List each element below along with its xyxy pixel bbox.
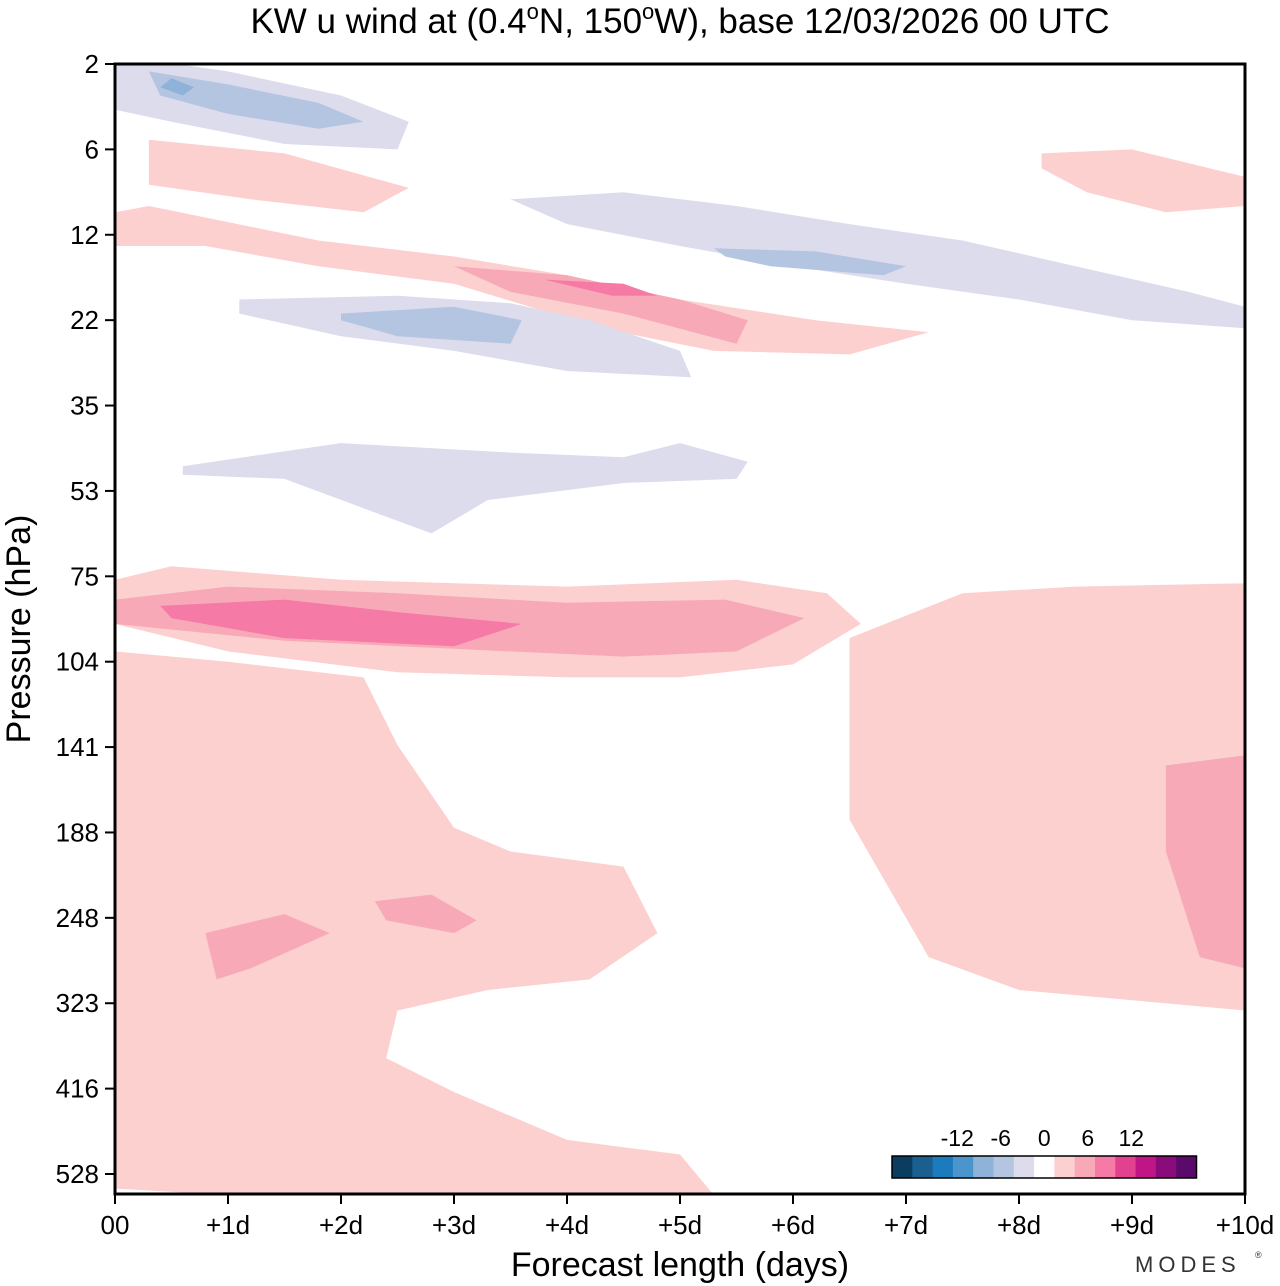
x-tick-label: +6d bbox=[771, 1210, 815, 1240]
x-tick-label: +7d bbox=[884, 1210, 928, 1240]
y-axis-label: Pressure (hPa) bbox=[0, 515, 38, 744]
y-tick-label: 188 bbox=[56, 817, 99, 847]
y-tick-label: 53 bbox=[70, 476, 99, 506]
contour-region-15 bbox=[160, 599, 522, 647]
y-tick-label: 248 bbox=[56, 903, 99, 933]
contour-region-17 bbox=[205, 914, 330, 980]
contour-region-20 bbox=[1165, 755, 1245, 969]
x-tick-label: +2d bbox=[319, 1210, 363, 1240]
y-tick-label: 528 bbox=[56, 1159, 99, 1189]
colorbar-tick-label: -6 bbox=[991, 1125, 1011, 1151]
contour-region-1 bbox=[148, 71, 364, 129]
contour-region-18 bbox=[374, 894, 477, 934]
y-tick-label: 2 bbox=[85, 49, 99, 79]
y-tick-label: 6 bbox=[85, 134, 99, 164]
y-tick-label: 75 bbox=[70, 561, 99, 591]
colorbar-tick-label: -12 bbox=[941, 1125, 974, 1151]
contour-region-6 bbox=[544, 279, 658, 296]
colorbar-cell bbox=[1176, 1156, 1197, 1178]
colorbar-cell bbox=[1095, 1156, 1116, 1178]
colorbar-cell bbox=[1054, 1156, 1076, 1178]
colorbar-cell bbox=[1034, 1156, 1055, 1178]
title-degree-2: o bbox=[642, 0, 654, 24]
colorbar: -12 -6 0 6 12 bbox=[891, 1125, 1198, 1179]
x-tick-label: +3d bbox=[432, 1210, 476, 1240]
y-tick-label: 323 bbox=[56, 988, 99, 1018]
colorbar-cell bbox=[1155, 1156, 1177, 1178]
contour-region-12 bbox=[182, 443, 748, 534]
contour-region-9 bbox=[510, 192, 1245, 329]
contour-region-10 bbox=[713, 248, 906, 276]
colorbar-cell bbox=[1135, 1156, 1157, 1178]
contour-region-2 bbox=[160, 78, 195, 96]
x-tick-label: 00 bbox=[101, 1210, 130, 1240]
svg-text:®: ® bbox=[1255, 1250, 1262, 1260]
contour-region-8 bbox=[341, 306, 522, 344]
x-tick-label: +10d bbox=[1216, 1210, 1275, 1240]
y-axis-ticks: 2 6 12 22 35 53 75 104 141 188 248 323 416 528 bbox=[56, 49, 115, 1189]
title-pre: KW u wind at (0.4 bbox=[250, 2, 526, 41]
contour-region-3 bbox=[148, 139, 409, 213]
chart-title: KW u wind at (0.4oN, 150oW), base 12/03/… bbox=[250, 0, 1109, 41]
contour-region-16 bbox=[115, 651, 713, 1194]
contour-regions bbox=[115, 64, 1245, 1194]
x-tick-label: +1d bbox=[206, 1210, 250, 1240]
title-mid: N, 150 bbox=[539, 2, 642, 41]
colorbar-tick-label: 0 bbox=[1038, 1125, 1051, 1151]
contour-region-5 bbox=[454, 266, 748, 344]
x-tick-label: +5d bbox=[658, 1210, 702, 1240]
x-axis-label: Forecast length (days) bbox=[511, 1246, 849, 1284]
y-tick-label: 104 bbox=[56, 647, 99, 677]
colorbar-cell bbox=[1013, 1156, 1035, 1178]
colorbar-cell bbox=[952, 1156, 974, 1178]
colorbar-cell bbox=[932, 1156, 954, 1178]
colorbar-cell bbox=[973, 1156, 994, 1178]
svg-text:MODES: MODES bbox=[1135, 1252, 1241, 1277]
colorbar-cell bbox=[1115, 1156, 1137, 1178]
y-tick-label: 416 bbox=[56, 1074, 99, 1104]
colorbar-frame bbox=[891, 1155, 1198, 1179]
contour-region-11 bbox=[1041, 149, 1245, 213]
y-tick-label: 12 bbox=[70, 220, 99, 250]
colorbar-cell bbox=[993, 1156, 1015, 1178]
colorbar-tick-label: 6 bbox=[1081, 1125, 1094, 1151]
title-degree-1: o bbox=[527, 0, 539, 24]
x-axis-ticks: 00 +1d +2d +3d +4d +5d +6d +7d +8d +9d +10d bbox=[101, 1194, 1275, 1240]
colorbar-cell bbox=[912, 1156, 934, 1178]
y-tick-label: 35 bbox=[70, 391, 99, 421]
x-tick-label: +4d bbox=[545, 1210, 589, 1240]
modes-logo: MODES ® bbox=[1135, 1250, 1262, 1277]
colorbar-tick-label: 12 bbox=[1118, 1125, 1144, 1151]
colorbar-cell bbox=[1074, 1156, 1096, 1178]
colorbar-cell bbox=[892, 1156, 913, 1178]
y-tick-label: 141 bbox=[56, 732, 99, 762]
contour-region-19 bbox=[849, 583, 1245, 1011]
title-post: W), base 12/03/2026 00 UTC bbox=[654, 2, 1109, 41]
x-tick-label: +8d bbox=[997, 1210, 1041, 1240]
y-tick-label: 22 bbox=[70, 305, 99, 335]
x-tick-label: +9d bbox=[1110, 1210, 1154, 1240]
